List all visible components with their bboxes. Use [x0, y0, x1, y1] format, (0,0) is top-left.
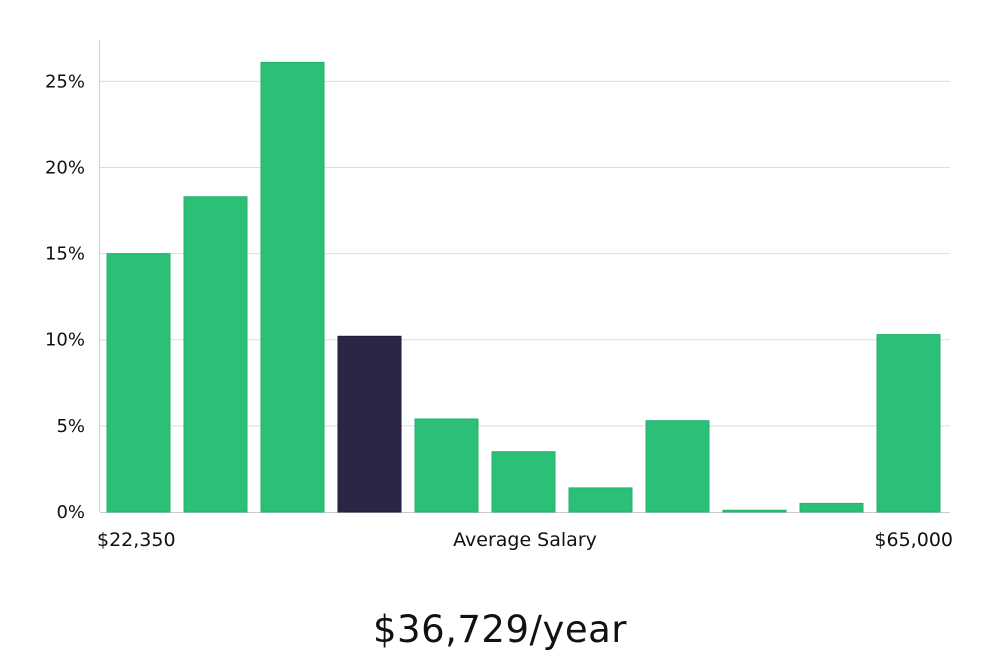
x-axis-min-label: $22,350: [97, 529, 176, 551]
bar: [876, 334, 941, 513]
bar: [491, 451, 556, 513]
y-tick-label: 5%: [56, 416, 85, 437]
y-tick-label: 25%: [45, 71, 85, 92]
salary-histogram: 0% 5% 10% 15% 20% 25%: [45, 40, 950, 523]
y-tick-label: 0%: [56, 502, 85, 523]
y-tick-label: 10%: [45, 330, 85, 351]
bars: [106, 61, 941, 513]
bar: [645, 420, 710, 513]
y-tick-label: 20%: [45, 157, 85, 178]
x-axis-max-label: $65,000: [874, 529, 953, 551]
average-salary-value: $36,729/year: [372, 608, 627, 651]
bar: [568, 487, 633, 513]
bar: [183, 196, 248, 513]
bar-average-salary: [337, 335, 402, 513]
bar: [799, 502, 864, 513]
bar: [260, 61, 325, 513]
y-tick-label: 15%: [45, 244, 85, 265]
bar: [106, 253, 171, 513]
x-axis-center-label: Average Salary: [453, 529, 597, 551]
bar: [414, 418, 479, 513]
bar: [722, 509, 787, 513]
y-tick-labels: 0% 5% 10% 15% 20% 25%: [45, 71, 85, 523]
